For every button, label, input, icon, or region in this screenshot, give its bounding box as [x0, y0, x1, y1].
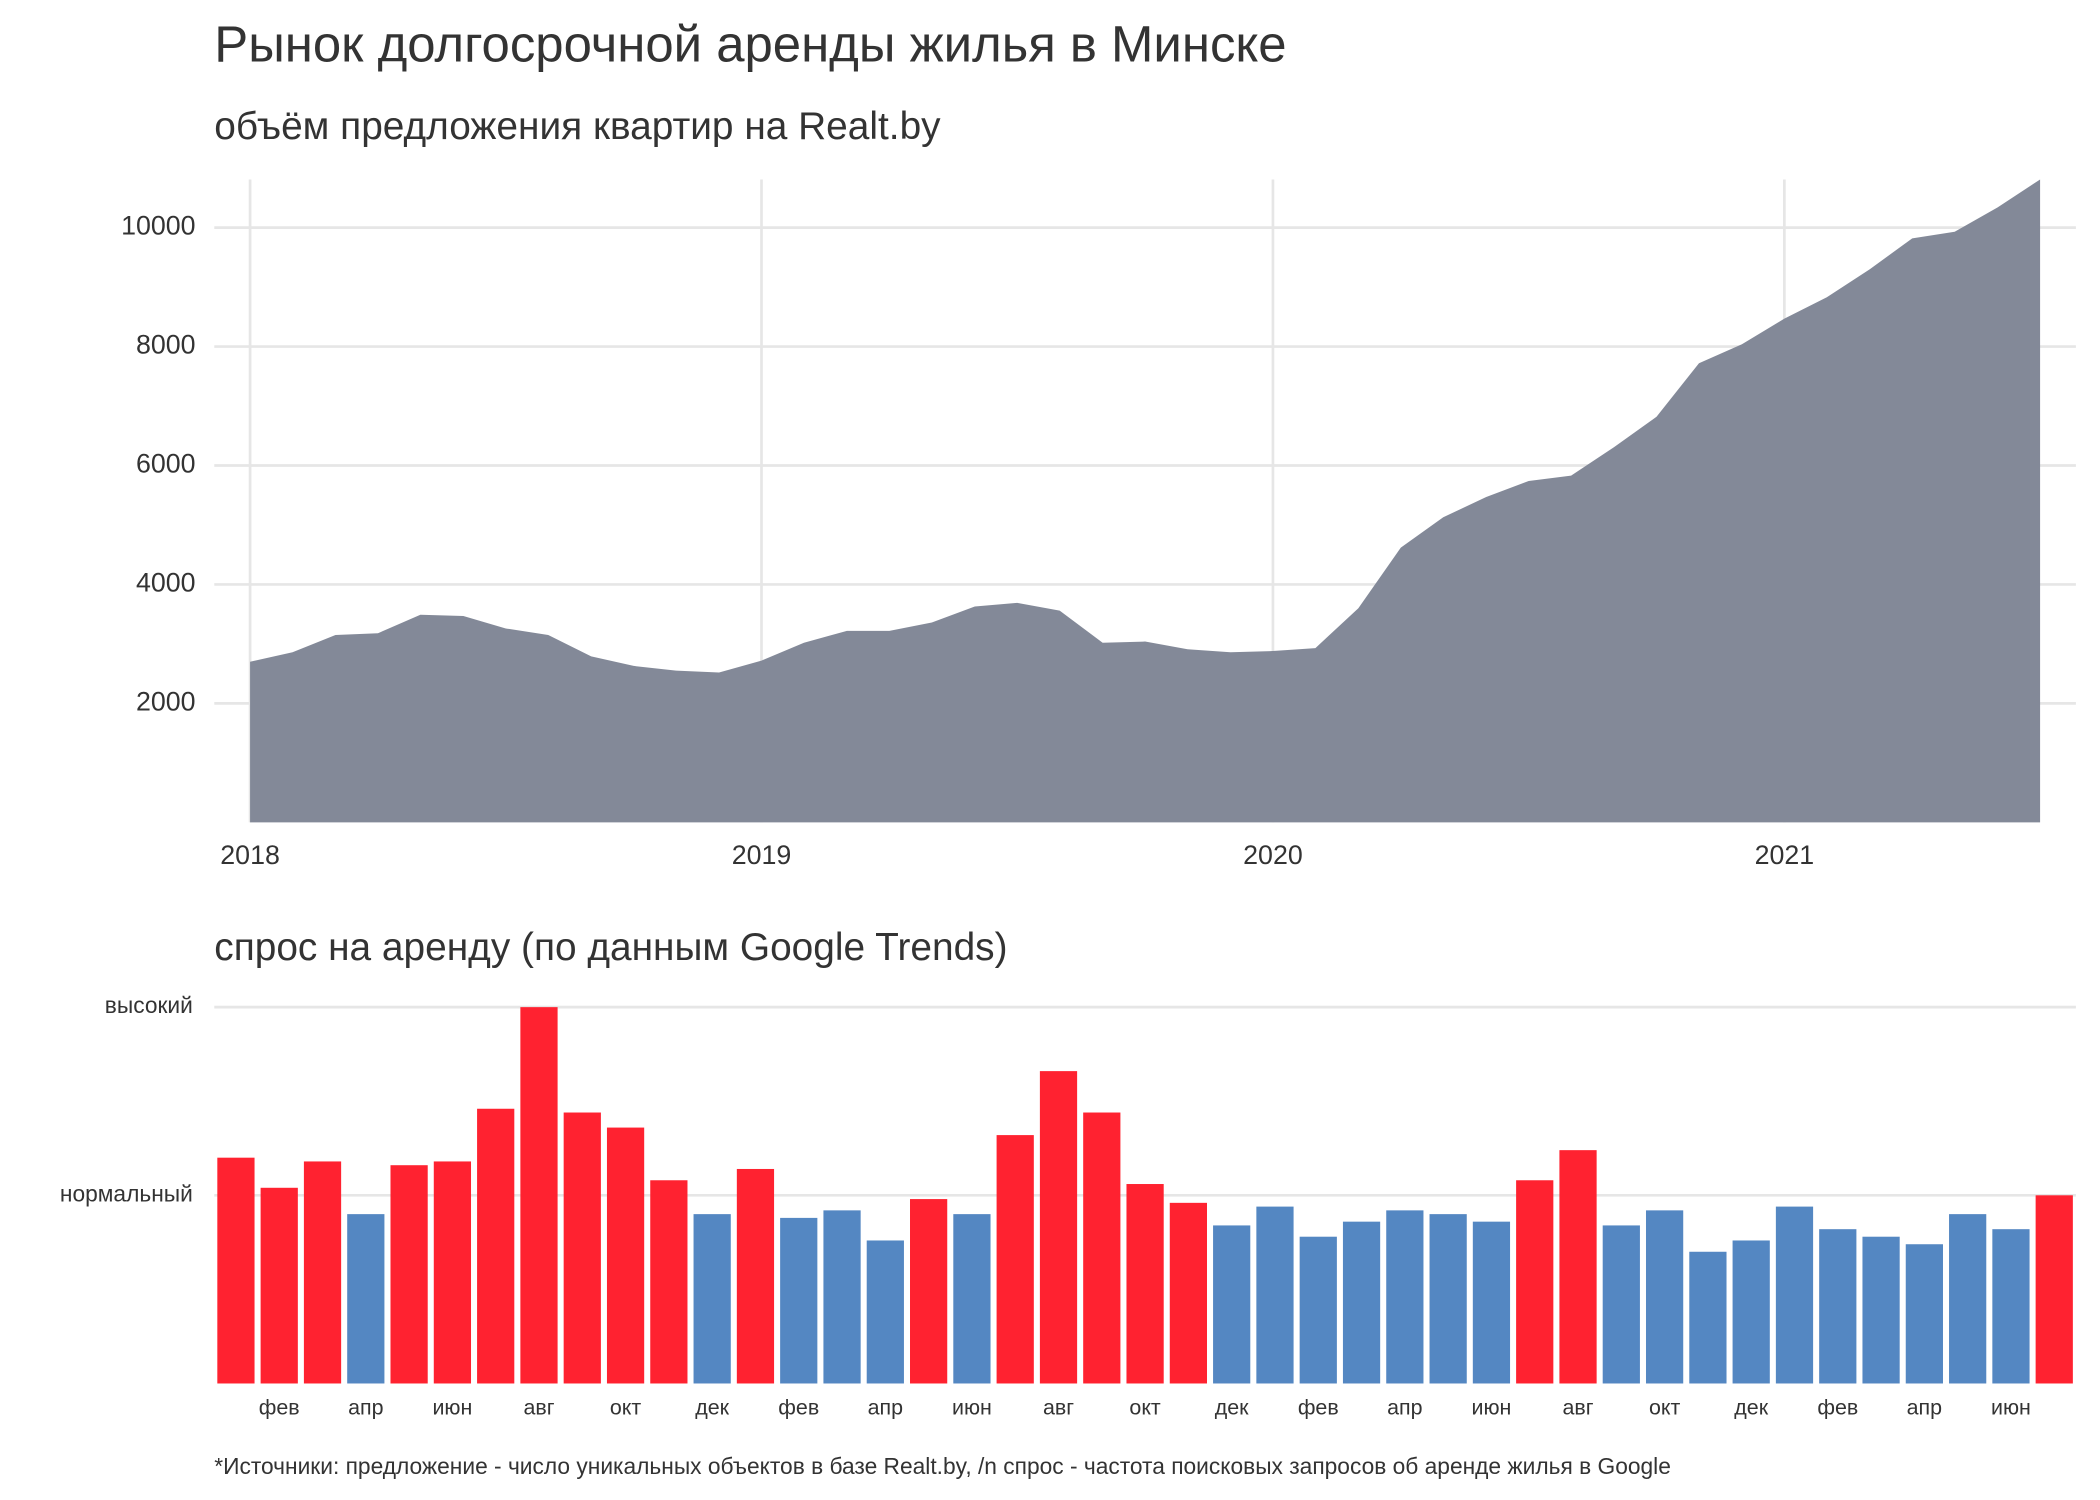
- bar: [1775, 1206, 1814, 1384]
- bar: [823, 1210, 861, 1384]
- bar: [866, 1240, 904, 1384]
- bar: [1472, 1221, 1511, 1384]
- x-tick-label: окт: [610, 1396, 642, 1420]
- y-tick-label: высокий: [105, 992, 193, 1018]
- bar: [1299, 1236, 1337, 1384]
- bar: [520, 1007, 558, 1384]
- x-tick-label: дек: [1215, 1396, 1249, 1420]
- bar: [693, 1214, 731, 1384]
- area: [250, 179, 2041, 823]
- x-tick-label: апр: [1907, 1396, 1942, 1420]
- bar: [1602, 1225, 1640, 1384]
- footnote: *Источники: предложение - число уникальн…: [214, 1453, 1671, 1479]
- x-tick-label: дек: [695, 1396, 729, 1420]
- x-tick-label: фев: [259, 1396, 300, 1420]
- chart-title: Рынок долгосрочной аренды жилья в Минске: [214, 16, 1286, 73]
- x-tick-label: июн: [432, 1396, 472, 1420]
- x-tick-label: окт: [1129, 1396, 1161, 1420]
- bar: [1992, 1229, 2030, 1384]
- bar: [1169, 1202, 1207, 1384]
- x-tick-label: фев: [1298, 1396, 1339, 1420]
- bar: [477, 1108, 515, 1384]
- y-tick-label: 4000: [136, 568, 196, 598]
- y-tick-label: 2000: [136, 686, 196, 716]
- bar: [390, 1165, 428, 1384]
- x-tick-label: апр: [1387, 1396, 1422, 1420]
- x-tick-label: 2019: [732, 840, 792, 870]
- y-tick-label: 8000: [136, 330, 196, 360]
- bar: [1862, 1236, 1900, 1384]
- chart-subtitle: спрос на аренду (по данным Google Trends…: [214, 926, 1007, 969]
- bar: [650, 1180, 688, 1384]
- x-tick-label: 2018: [220, 840, 280, 870]
- bar: [563, 1112, 601, 1384]
- bar: [953, 1214, 991, 1384]
- bar: [1559, 1150, 1597, 1384]
- bar: [1905, 1244, 1943, 1384]
- bar: [1039, 1071, 1078, 1384]
- x-tick-label: фев: [1817, 1396, 1858, 1420]
- x-tick-label: июн: [952, 1396, 992, 1420]
- y-tick-label: 10000: [121, 211, 195, 241]
- bar: [1949, 1214, 1987, 1384]
- x-tick-label: июн: [1991, 1396, 2031, 1420]
- x-tick-label: 2021: [1755, 840, 1815, 870]
- chart-subtitle: объём предложения квартир на Realt.by: [214, 105, 941, 148]
- x-tick-label: авг: [1562, 1396, 1593, 1420]
- x-tick-label: июн: [1472, 1396, 1512, 1420]
- bar: [1516, 1180, 1554, 1384]
- bar: [1213, 1225, 1251, 1384]
- bar: [1083, 1112, 1121, 1384]
- bar: [1342, 1221, 1381, 1384]
- bar: [1429, 1214, 1467, 1384]
- bar: [260, 1187, 298, 1384]
- x-tick-label: фев: [778, 1396, 819, 1420]
- bar: [303, 1161, 342, 1384]
- bar: [1386, 1210, 1424, 1384]
- y-tick-label: 6000: [136, 449, 196, 479]
- bar: [433, 1161, 472, 1384]
- x-tick-label: апр: [348, 1396, 383, 1420]
- bar: [1645, 1210, 1684, 1384]
- x-tick-label: 2020: [1243, 840, 1303, 870]
- bar: [217, 1157, 255, 1384]
- x-tick-label: окт: [1649, 1396, 1681, 1420]
- bar: [1256, 1206, 1294, 1384]
- bar: [1819, 1229, 1857, 1384]
- bar: [1732, 1240, 1770, 1384]
- bar: [780, 1217, 818, 1384]
- bar: [996, 1135, 1034, 1384]
- bar: [347, 1214, 385, 1384]
- x-tick-label: авг: [1043, 1396, 1074, 1420]
- y-tick-label: нормальный: [60, 1180, 193, 1206]
- bar: [2035, 1195, 2073, 1384]
- x-tick-label: дек: [1734, 1396, 1768, 1420]
- x-tick-label: апр: [868, 1396, 903, 1420]
- bar: [1689, 1251, 1727, 1384]
- x-tick-label: авг: [523, 1396, 554, 1420]
- bar: [910, 1199, 948, 1384]
- bar: [606, 1127, 645, 1384]
- bar: [736, 1168, 775, 1384]
- bar: [1126, 1184, 1164, 1384]
